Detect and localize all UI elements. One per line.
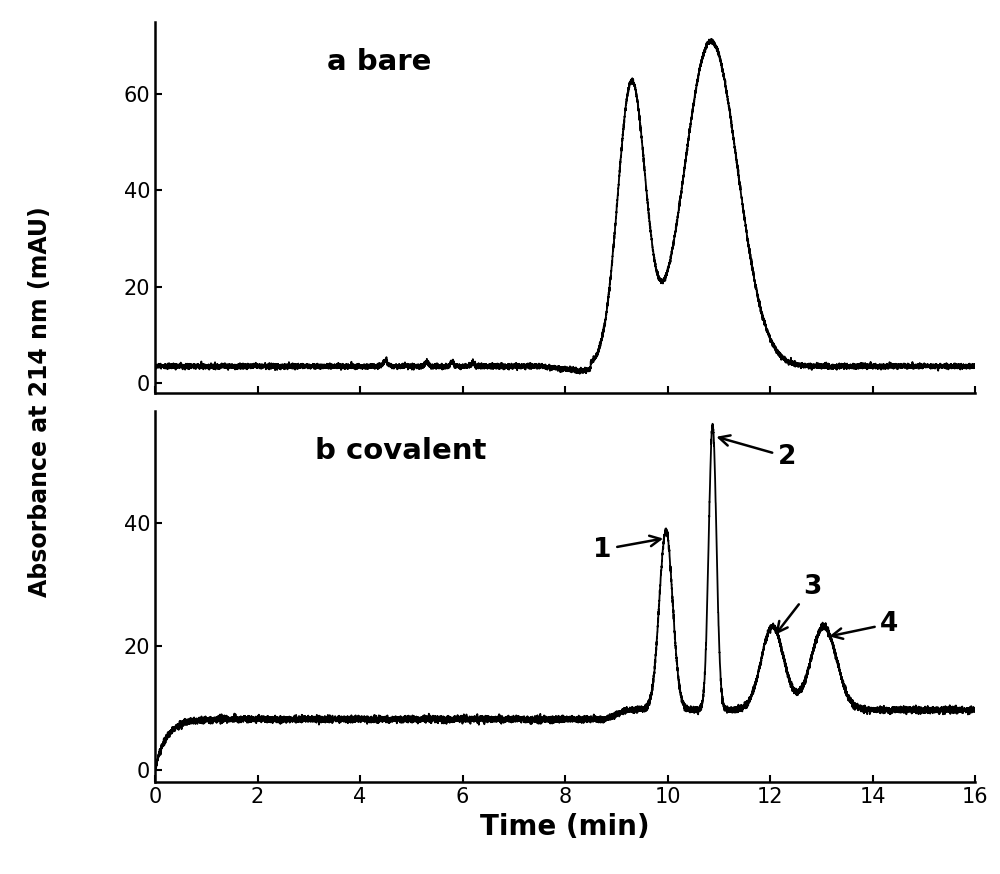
Text: 4: 4 <box>832 611 898 639</box>
Text: b covalent: b covalent <box>315 437 486 465</box>
Text: Absorbance at 214 nm (mAU): Absorbance at 214 nm (mAU) <box>28 206 52 598</box>
Text: 1: 1 <box>593 536 660 563</box>
Text: 3: 3 <box>777 573 822 633</box>
Text: 2: 2 <box>719 435 796 470</box>
Text: a bare: a bare <box>327 48 432 76</box>
X-axis label: Time (min): Time (min) <box>480 813 650 841</box>
